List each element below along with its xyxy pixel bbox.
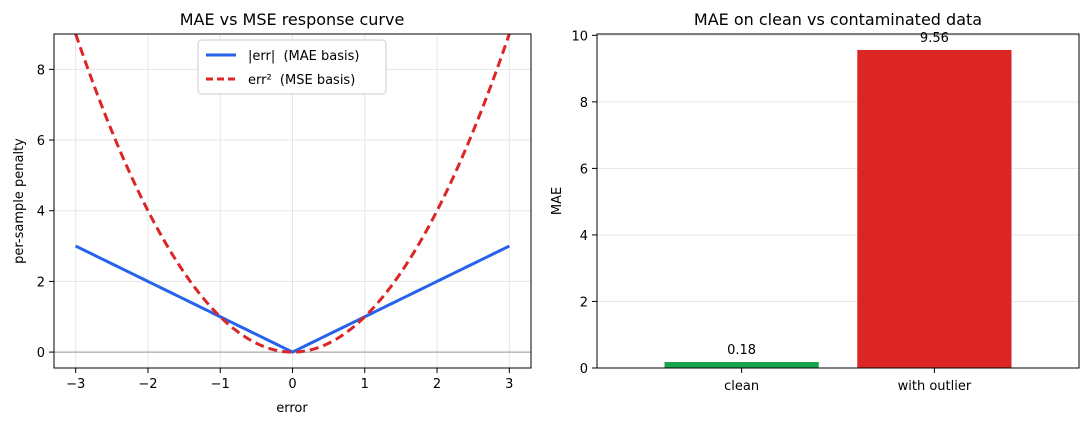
mae-series-line [75,244,510,354]
chart1-ticks: −3 −2 −1 0 1 2 3 0 2 4 6 8 [37,63,514,392]
chart1-xtick-label: 0 [288,377,296,392]
chart2-frame [596,33,1080,369]
chart1-xlabel: error [276,401,308,416]
chart2-ytick-label: 10 [571,29,588,44]
chart1-ytick-label: 4 [37,205,45,220]
chart2-ticks: 0 2 4 6 8 10 clean with outlier [571,29,971,394]
chart2-title: MAE on clean vs contaminated data [694,10,982,29]
chart2-plot-area: 0.18 9.56 [664,31,1012,368]
legend-mae-label: |err| (MAE basis) [248,49,359,64]
legend-mse-label: err² (MSE basis) [248,73,355,88]
chart1-xtick-label: 3 [505,377,513,392]
chart1-ytick-label: 6 [37,134,45,149]
chart1-ytick-label: 8 [37,63,45,78]
chart2-ylabel: MAE [550,187,565,215]
chart2-xtick-label: clean [724,379,759,394]
chart1-ytick-label: 0 [37,346,45,361]
bar-chart: MAE on clean vs contaminated data 0.18 9.… [550,10,1080,394]
bar-clean [664,362,819,368]
chart2-xtick-label: with outlier [898,379,972,394]
chart1-xtick-label: −1 [211,377,230,392]
chart1-xtick-label: 1 [361,377,369,392]
chart2-ytick-label: 8 [580,96,588,111]
chart1-xtick-label: −2 [138,377,157,392]
chart2-ytick-label: 0 [580,362,588,377]
bar-value-label: 9.56 [920,31,949,46]
line-chart: MAE vs MSE response curve −3 −2 −1 0 1 2 3 0 2 4 6… [12,10,532,416]
chart1-title: MAE vs MSE response curve [180,10,405,29]
chart2-ytick-label: 2 [580,295,588,310]
bar-value-label: 0.18 [727,343,756,358]
legend-box [197,39,387,95]
chart2-ytick-label: 6 [580,162,588,177]
chart2-ytick-label: 4 [580,229,588,244]
chart1-xtick-label: 2 [433,377,441,392]
bar-with-outlier [857,49,1012,368]
chart1-plot-area [54,33,531,354]
chart1-xtick-label: −3 [66,377,85,392]
chart1-ylabel: per-sample penalty [12,138,27,264]
chart1-legend: |err| (MAE basis) err² (MSE basis) [197,39,387,95]
chart1-ytick-label: 2 [37,275,45,290]
